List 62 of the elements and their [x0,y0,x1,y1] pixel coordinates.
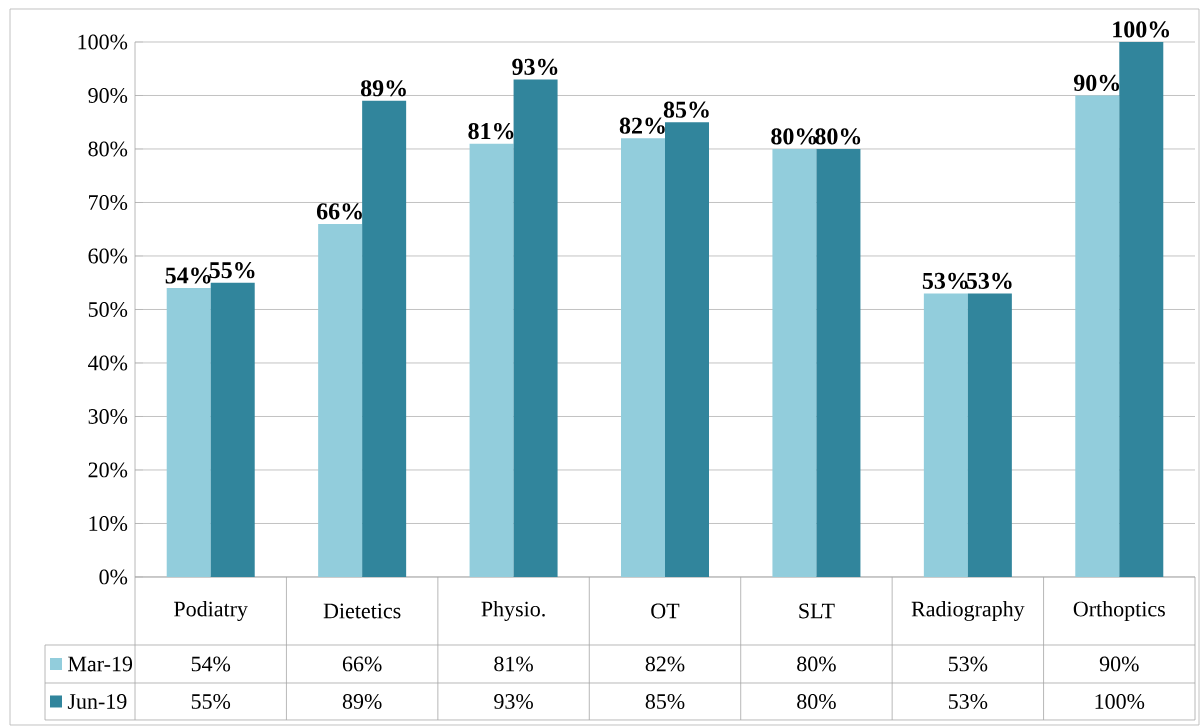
y-tick-label: 70% [89,195,128,210]
y-tick-label: 0% [99,569,128,585]
x-tick-label: Dietetics [323,603,401,619]
x-tick-label: Radiography [911,601,1025,621]
bar [513,79,558,577]
bar [469,143,514,577]
bar [665,122,709,577]
data-label: 90% [1099,656,1139,672]
x-tick-label: OT [651,603,680,619]
text: 80% [771,128,817,145]
data-label: 54% [191,656,231,672]
bar [923,293,968,577]
text: 80% [815,128,861,145]
y-tick-label: 30% [88,409,128,424]
bar [210,282,255,577]
text: 82% [619,117,665,134]
y-tick-label: 100% [78,34,128,50]
text: 100% [1113,21,1170,38]
bar [318,223,363,577]
y-tick-label: 80% [88,141,128,157]
text: 81% [468,122,514,140]
data-label: 53% [948,656,988,672]
text: 55% [209,262,255,279]
y-tick-label: 50% [88,302,128,317]
bar [166,288,211,577]
x-tick-label: Podiatry [174,601,248,621]
data-label: 81% [494,656,533,672]
y-tick-label: 20% [88,462,128,478]
legend-label: Mar-19 [68,656,133,672]
text: 93% [512,58,558,76]
text: 66% [316,203,362,220]
bar [772,148,817,577]
bar [1119,41,1164,577]
bar [362,100,407,577]
data-label: 80% [797,694,836,709]
data-label: 55% [191,694,231,709]
data-label: 80% [797,656,836,672]
bar [816,148,861,577]
data-label: 100% [1095,694,1145,709]
x-tick-label: SLT [799,603,835,619]
text: 89% [360,80,406,97]
y-tick-label: 10% [89,516,128,531]
text: 85% [663,101,709,118]
data-label: 89% [342,694,382,709]
text: 90% [1073,74,1120,92]
y-tick-label: 40% [88,355,128,371]
x-tick-label: Physio. [481,601,545,621]
data-label: 66% [342,656,382,672]
data-label: 93% [494,694,533,709]
data-label: 85% [645,694,685,709]
text: 54% [165,267,211,284]
y-tick-label: 60% [88,248,128,264]
data-label: 82% [645,656,685,672]
x-tick-label: Orthoptics [1073,601,1165,621]
y-tick-label: 90% [88,88,128,103]
data-label: 53% [948,694,988,709]
bar [967,293,1012,577]
bar [621,138,666,577]
legend-label: Jun-19 [67,694,127,709]
text: 53% [966,272,1012,290]
bar [1075,95,1120,577]
text: 53% [922,272,968,290]
